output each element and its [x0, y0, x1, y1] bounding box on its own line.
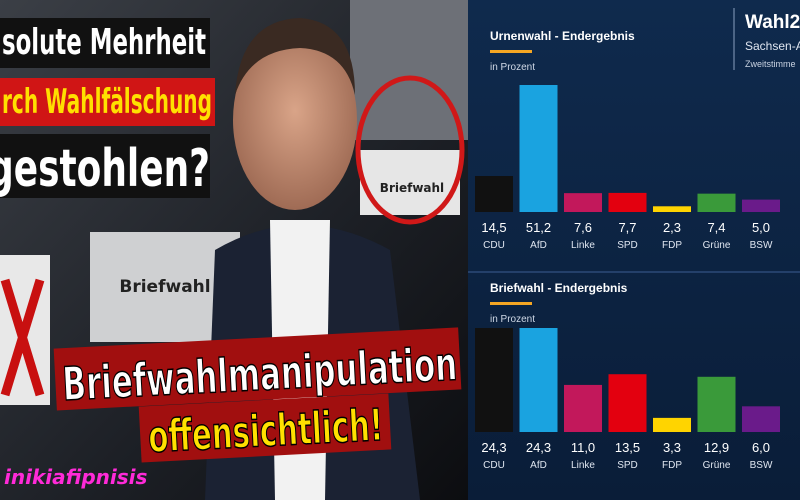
value-label: 6,0 [752, 440, 770, 455]
headline-box [0, 18, 210, 68]
category-label: CDU [483, 460, 505, 471]
watermark: inikiafipnisis [4, 465, 148, 489]
box-label: Briefwahl [119, 277, 210, 297]
category-label: FDP [662, 460, 682, 471]
brand-title: Wahl2 [745, 12, 800, 33]
headline: gestohlen? [0, 139, 210, 199]
headline-box [0, 78, 215, 126]
value-label: 3,3 [663, 440, 681, 455]
hair [235, 18, 355, 95]
box-label: Briefwahl [380, 181, 444, 195]
subheadline-box [138, 393, 392, 463]
category-label: CDU [483, 240, 505, 251]
category-label: AfD [530, 240, 547, 251]
value-label: 7,7 [618, 220, 636, 235]
bar [742, 199, 780, 212]
building [350, 0, 468, 140]
title-underline [490, 302, 532, 305]
value-label: 5,0 [752, 220, 770, 235]
headline-box [0, 134, 210, 198]
chart-title: Briefwahl - Endergebnis [490, 281, 628, 295]
category-label: Linke [571, 460, 595, 471]
cross-mark [0, 278, 45, 397]
value-label: 24,3 [481, 440, 506, 455]
brand-subtitle: Zweitstimme [745, 59, 796, 69]
chart-title: Urnenwahl - Endergebnis [490, 29, 635, 43]
category-label: BSW [750, 240, 773, 251]
category-label: Grüne [703, 460, 731, 471]
category-label: FDP [662, 240, 682, 251]
face [233, 30, 357, 210]
bar [564, 384, 602, 432]
value-label: 11,0 [571, 440, 595, 455]
category-label: BSW [750, 460, 773, 471]
bar [475, 328, 513, 432]
value-label: 12,9 [704, 440, 729, 455]
value-label: 7,4 [707, 220, 725, 235]
bar [608, 192, 647, 212]
category-label: Grüne [703, 240, 731, 251]
bar [475, 176, 513, 212]
bar [564, 193, 602, 212]
bar [653, 206, 691, 212]
category-label: SPD [617, 240, 638, 251]
chart-subtitle: in Prozent [490, 62, 535, 73]
chart-subtitle: in Prozent [490, 314, 535, 325]
subheadline-box [53, 327, 462, 411]
category-label: SPD [617, 460, 638, 471]
headline: solute Mehrheit [2, 22, 206, 63]
category-label: AfD [530, 460, 547, 471]
bar [697, 376, 736, 432]
value-label: 2,3 [663, 220, 681, 235]
bar [519, 85, 558, 212]
value-label: 14,5 [481, 220, 506, 235]
red-circle [355, 75, 465, 225]
bar [653, 417, 691, 432]
value-label: 7,6 [574, 220, 592, 235]
headline: rch Wahlfälschung [2, 82, 212, 122]
bar [519, 328, 558, 432]
value-label: 51,2 [526, 220, 551, 235]
brand-region: Sachsen-A [745, 39, 800, 53]
bar [608, 374, 647, 432]
bar [742, 406, 780, 432]
category-label: Linke [571, 240, 595, 251]
title-underline [490, 50, 532, 53]
bar [697, 193, 736, 212]
value-label: 24,3 [526, 440, 551, 455]
value-label: 13,5 [615, 440, 640, 455]
